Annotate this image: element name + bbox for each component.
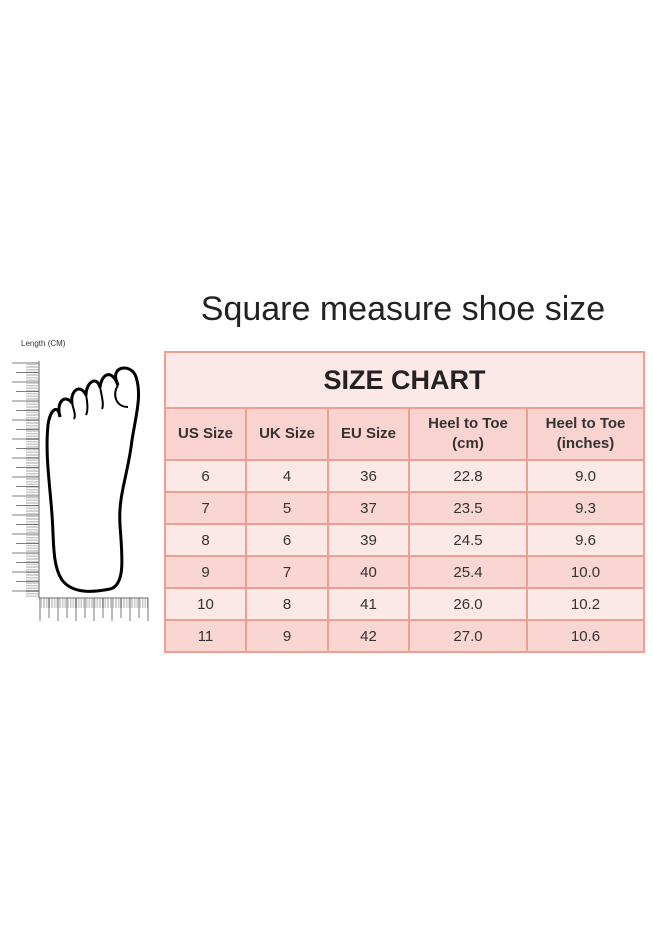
column-header: UK Size xyxy=(245,407,329,461)
table-row: 10 8 41 26.0 10.2 xyxy=(164,587,646,621)
column-header: Heel to Toe (inches) xyxy=(525,407,646,461)
table-cell: 6 xyxy=(164,459,247,493)
table-cell: 22.8 xyxy=(408,459,528,493)
table-cell: 36 xyxy=(327,459,410,493)
table-cell: 6 xyxy=(245,523,329,557)
table-cell: 10 xyxy=(164,587,247,621)
table-cell: 7 xyxy=(164,491,247,525)
column-header: EU Size xyxy=(327,407,410,461)
table-cell: 5 xyxy=(245,491,329,525)
table-row: 6 4 36 22.8 9.0 xyxy=(164,459,646,493)
table-cell: 23.5 xyxy=(408,491,528,525)
column-header-line1: US Size xyxy=(177,425,234,442)
ruler-label: Length (CM) xyxy=(21,339,66,348)
table-cell: 37 xyxy=(327,491,410,525)
table-cell: 8 xyxy=(164,523,247,557)
table-cell: 9.0 xyxy=(525,459,646,493)
table-cell: 9 xyxy=(164,555,247,589)
table-cell: 41 xyxy=(327,587,410,621)
column-header-line1: Heel to Toe xyxy=(545,415,626,432)
table-title: SIZE CHART xyxy=(163,351,646,409)
table-cell: 10.0 xyxy=(525,555,646,589)
column-header-line1: UK Size xyxy=(259,425,315,442)
table-cell: 9.3 xyxy=(525,491,646,525)
table-row: 8 6 39 24.5 9.6 xyxy=(164,523,646,557)
table-cell: 10.2 xyxy=(525,587,646,621)
table-row: 11 9 42 27.0 10.6 xyxy=(164,619,646,653)
table-cell: 26.0 xyxy=(408,587,528,621)
column-header-line2: (inches) xyxy=(556,435,615,452)
table-cell: 24.5 xyxy=(408,523,528,557)
column-header-line1: Heel to Toe xyxy=(428,415,508,432)
table-cell: 10.6 xyxy=(525,619,646,653)
table-cell: 8 xyxy=(245,587,329,621)
page-title: Square measure shoe size xyxy=(200,290,606,328)
table-cell: 25.4 xyxy=(408,555,528,589)
size-chart-table: SIZE CHART US Size UK Size EU Size Heel to … xyxy=(163,351,646,653)
column-header-line2: (cm) xyxy=(452,435,484,452)
table-row: 7 5 37 23.5 9.3 xyxy=(164,491,646,525)
table-cell: 7 xyxy=(245,555,329,589)
column-header: Heel to Toe (cm) xyxy=(408,407,528,461)
table-cell: 42 xyxy=(327,619,410,653)
foot-measure-illustration xyxy=(12,361,149,621)
table-cell: 4 xyxy=(245,459,329,493)
table-cell: 9 xyxy=(245,619,329,653)
table-cell: 27.0 xyxy=(408,619,528,653)
horizontal-ruler-icon xyxy=(39,597,149,621)
vertical-ruler-icon xyxy=(12,361,40,598)
table-cell: 40 xyxy=(327,555,410,589)
title-row: SIZE CHART xyxy=(163,351,646,409)
header-row: US Size UK Size EU Size Heel to Toe (cm) Heel… xyxy=(164,407,646,461)
table-cell: 9.6 xyxy=(525,523,646,557)
table-cell: 11 xyxy=(164,619,247,653)
column-header: US Size xyxy=(164,407,247,461)
table-row: 9 7 40 25.4 10.0 xyxy=(164,555,646,589)
table-cell: 39 xyxy=(327,523,410,557)
foot-outline-icon xyxy=(45,366,141,593)
column-header-line1: EU Size xyxy=(340,425,397,442)
